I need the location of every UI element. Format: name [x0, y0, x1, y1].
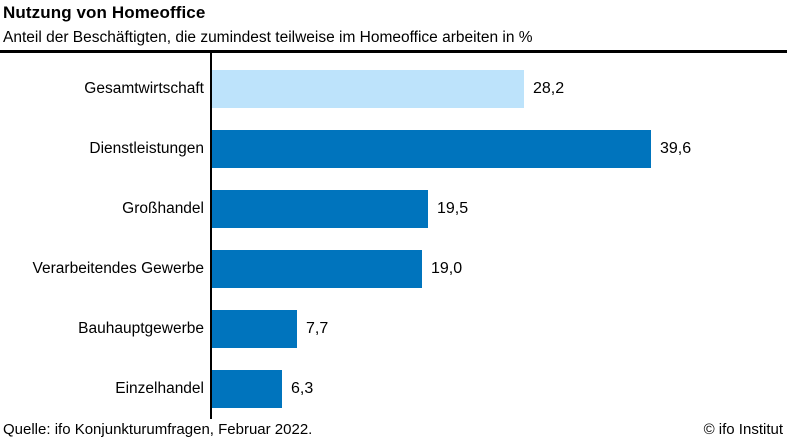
- chart-rows: Gesamtwirtschaft 28,2 Dienstleistungen 39,6…: [0, 70, 787, 430]
- bar: [212, 190, 428, 228]
- bar: [212, 70, 524, 108]
- value-label: 39,6: [660, 140, 692, 157]
- chart-header: Nutzung von Homeoffice Anteil der Beschä…: [3, 3, 784, 47]
- chart-footer: Quelle: ifo Konjunkturumfragen, Februar …: [3, 421, 783, 438]
- category-label: Dienstleistungen: [89, 140, 204, 157]
- value-label: 7,7: [306, 320, 329, 337]
- header-divider: [0, 50, 787, 53]
- category-label: Großhandel: [122, 200, 204, 217]
- value-label: 19,5: [437, 200, 469, 217]
- value-label: 6,3: [291, 380, 314, 397]
- value-label: 28,2: [533, 80, 565, 97]
- chart-title: Nutzung von Homeoffice: [3, 3, 206, 22]
- category-label: Gesamtwirtschaft: [84, 80, 204, 97]
- category-label: Verarbeitendes Gewerbe: [32, 260, 204, 277]
- chart-subtitle: Anteil der Beschäftigten, die zumindest …: [3, 29, 533, 46]
- category-label: Bauhauptgewerbe: [78, 320, 204, 337]
- chart-row: Einzelhandel 6,3: [0, 370, 787, 430]
- chart-row: Verarbeitendes Gewerbe 19,0: [0, 250, 787, 310]
- category-label: Einzelhandel: [115, 380, 204, 397]
- bar: [212, 250, 422, 288]
- bar-chart: Gesamtwirtschaft 28,2 Dienstleistungen 39,6…: [0, 53, 787, 419]
- y-axis-line: [210, 53, 212, 419]
- value-label: 19,0: [431, 260, 463, 277]
- chart-row: Großhandel 19,5: [0, 190, 787, 250]
- chart-row: Gesamtwirtschaft 28,2: [0, 70, 787, 130]
- bar: [212, 310, 297, 348]
- bar: [212, 130, 651, 168]
- source-note: Quelle: ifo Konjunkturumfragen, Februar …: [3, 421, 313, 438]
- chart-row: Dienstleistungen 39,6: [0, 130, 787, 190]
- copyright-note: © ifo Institut: [703, 421, 783, 438]
- chart-row: Bauhauptgewerbe 7,7: [0, 310, 787, 370]
- bar: [212, 370, 282, 408]
